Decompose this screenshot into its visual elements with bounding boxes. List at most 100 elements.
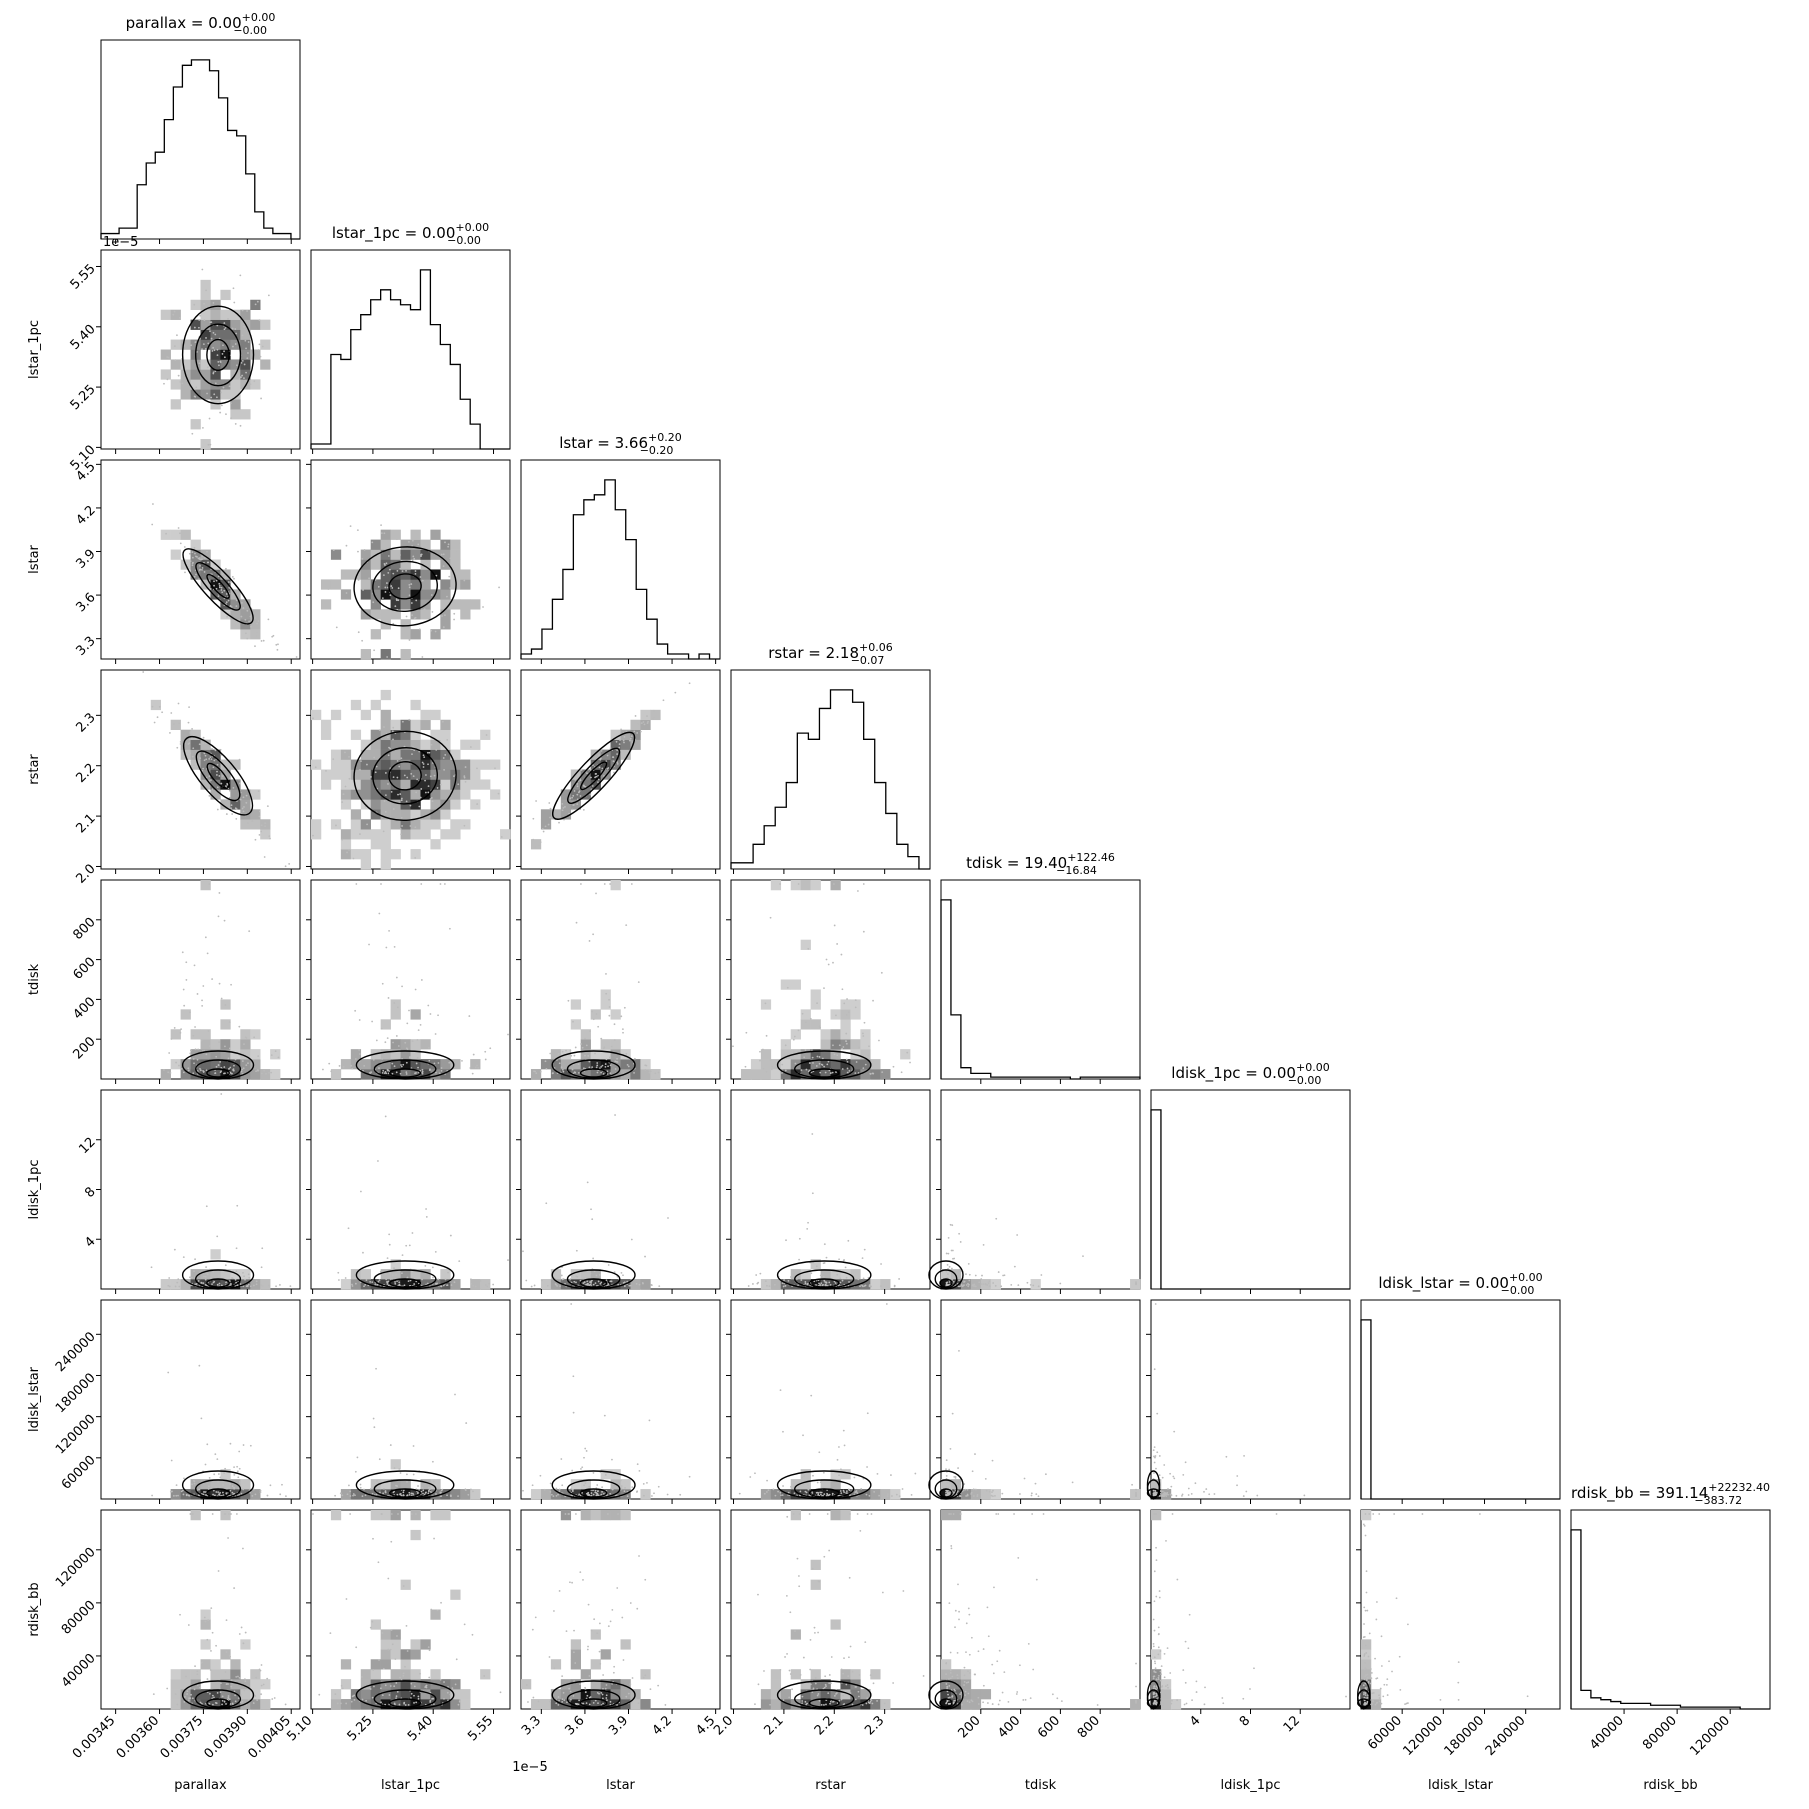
density-bin bbox=[250, 1669, 261, 1680]
density-bin bbox=[210, 299, 221, 310]
sample-point bbox=[909, 1061, 911, 1064]
sample-point bbox=[222, 1491, 224, 1494]
sample-point bbox=[450, 1284, 453, 1286]
density-bin bbox=[230, 1269, 241, 1280]
density-bin bbox=[941, 1510, 952, 1521]
sample-point bbox=[441, 720, 444, 723]
density-bin bbox=[480, 779, 491, 790]
sample-point bbox=[530, 1285, 533, 1288]
histogram-rstar bbox=[730, 689, 930, 870]
sample-point bbox=[571, 1469, 574, 1472]
sample-point bbox=[417, 1697, 420, 1700]
sample-point bbox=[383, 1072, 386, 1075]
sample-point bbox=[1153, 1446, 1156, 1449]
sample-point bbox=[576, 1702, 578, 1705]
density-bin bbox=[840, 1059, 851, 1070]
sample-point bbox=[196, 1670, 199, 1673]
sample-point bbox=[479, 1280, 482, 1282]
sample-point bbox=[594, 1491, 597, 1494]
sample-point bbox=[818, 1062, 821, 1065]
sample-point bbox=[393, 1702, 396, 1705]
sample-point bbox=[194, 1665, 196, 1668]
sample-point bbox=[848, 1576, 851, 1579]
sample-point bbox=[393, 1065, 396, 1068]
density-bin bbox=[380, 1689, 391, 1700]
sample-point bbox=[243, 1275, 245, 1278]
sample-point bbox=[998, 1649, 1001, 1652]
sample-point bbox=[256, 300, 259, 303]
density-bin bbox=[360, 709, 371, 721]
sample-point bbox=[239, 274, 242, 277]
sample-point bbox=[212, 1493, 214, 1496]
sample-point bbox=[208, 794, 211, 797]
y-tick-label: 8 bbox=[82, 1185, 98, 1201]
sample-point bbox=[964, 1694, 966, 1697]
sample-point bbox=[1154, 1303, 1157, 1305]
sample-point bbox=[782, 1699, 785, 1702]
density-bin bbox=[390, 779, 401, 790]
sample-point bbox=[1044, 1473, 1047, 1476]
sample-point bbox=[1154, 1671, 1157, 1674]
sample-point bbox=[413, 1702, 415, 1704]
contour-line bbox=[928, 1680, 964, 1710]
sample-point bbox=[373, 1685, 375, 1688]
sample-point bbox=[437, 1278, 440, 1281]
sample-point bbox=[1183, 1703, 1186, 1706]
sample-point bbox=[849, 1692, 852, 1695]
density-bin bbox=[590, 1629, 601, 1640]
sample-point bbox=[237, 1487, 240, 1490]
sample-point bbox=[611, 1682, 613, 1685]
sample-point bbox=[229, 1489, 232, 1492]
sample-point bbox=[592, 1472, 595, 1474]
contour-line bbox=[181, 1470, 255, 1500]
density-bin bbox=[350, 1489, 362, 1500]
sample-point bbox=[188, 552, 191, 555]
sample-point bbox=[610, 1487, 612, 1490]
sample-point bbox=[191, 755, 194, 758]
sample-point bbox=[211, 350, 214, 352]
sample-point bbox=[422, 763, 425, 765]
sample-point bbox=[339, 1702, 342, 1705]
sample-point bbox=[404, 1665, 406, 1668]
contour-line bbox=[206, 1698, 230, 1708]
density-bin bbox=[840, 1069, 851, 1080]
sample-point bbox=[360, 1190, 362, 1193]
sample-point bbox=[212, 346, 215, 349]
sample-point bbox=[230, 1685, 233, 1688]
sample-point bbox=[613, 1665, 616, 1668]
sample-point bbox=[217, 595, 220, 597]
sample-point bbox=[219, 1060, 222, 1063]
sample-point bbox=[151, 1494, 154, 1497]
sample-point bbox=[823, 1686, 826, 1689]
sample-point bbox=[406, 1494, 409, 1497]
sample-point bbox=[557, 1054, 560, 1056]
sample-point bbox=[350, 1700, 353, 1703]
density-bin bbox=[190, 1699, 201, 1710]
sample-point bbox=[627, 1065, 630, 1068]
sample-point bbox=[228, 1698, 231, 1701]
sample-point bbox=[951, 1675, 954, 1678]
density-bin bbox=[210, 769, 221, 780]
density-bin bbox=[380, 749, 391, 760]
sample-point bbox=[377, 560, 380, 562]
sample-point bbox=[189, 560, 192, 563]
density-bin bbox=[240, 1689, 251, 1700]
density-bin bbox=[800, 1679, 811, 1690]
sample-point bbox=[816, 1694, 819, 1697]
density-bin bbox=[450, 749, 461, 760]
sample-point bbox=[626, 1495, 629, 1498]
sample-point bbox=[463, 1623, 466, 1626]
sample-point bbox=[376, 1284, 378, 1286]
sample-point bbox=[764, 1002, 767, 1005]
sample-point bbox=[215, 1486, 218, 1489]
density-bin bbox=[370, 1659, 381, 1670]
sample-point bbox=[981, 1274, 983, 1277]
sample-point bbox=[339, 1492, 342, 1495]
sample-point bbox=[992, 1282, 995, 1284]
sample-point bbox=[214, 1072, 217, 1074]
density-bin bbox=[380, 589, 391, 600]
y-tick-label: 200 bbox=[70, 1034, 98, 1062]
sample-point bbox=[219, 1491, 222, 1494]
sample-point bbox=[568, 1687, 571, 1690]
sample-point bbox=[242, 607, 245, 609]
